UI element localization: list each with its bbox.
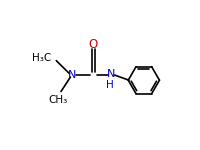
Text: CH₃: CH₃ xyxy=(48,95,67,105)
Text: N: N xyxy=(107,69,115,78)
Text: H₃C: H₃C xyxy=(32,53,51,63)
Text: N: N xyxy=(68,70,77,80)
Text: H: H xyxy=(106,80,114,90)
Text: O: O xyxy=(89,38,98,51)
